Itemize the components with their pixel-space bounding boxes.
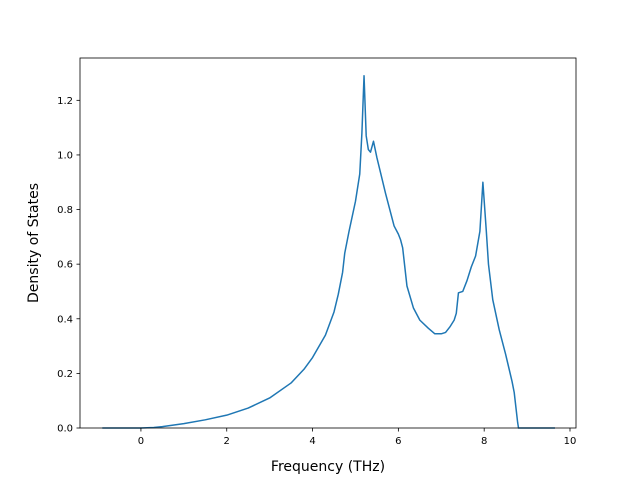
- x-tick-label: 8: [481, 436, 487, 447]
- x-axis-label: Frequency (THz): [271, 459, 385, 475]
- dos-series-line-0: [102, 75, 555, 429]
- y-tick-label: 0.0: [57, 424, 73, 435]
- x-tick-label: 6: [395, 436, 401, 447]
- y-tick-label: 0.2: [57, 369, 73, 380]
- axes-frame: [79, 57, 577, 429]
- y-tick-label: 1.0: [57, 150, 73, 161]
- y-tick-label: 0.6: [57, 260, 73, 271]
- x-tick-label: 10: [564, 436, 577, 447]
- y-tick-label: 1.2: [57, 96, 73, 107]
- x-tick-label: 2: [224, 436, 230, 447]
- y-tick-label: 0.8: [57, 205, 73, 216]
- y-axis-label: Density of States: [26, 183, 42, 303]
- plot-area: [102, 75, 555, 429]
- x-axis-ticks: 0 2 4 6 8 10: [138, 428, 577, 447]
- x-tick-label: 0: [138, 436, 144, 447]
- y-axis-ticks: 0.0 0.2 0.4 0.6 0.8 1.0 1.2: [57, 96, 80, 435]
- y-tick-label: 0.4: [57, 314, 73, 325]
- x-tick-label: 4: [309, 436, 315, 447]
